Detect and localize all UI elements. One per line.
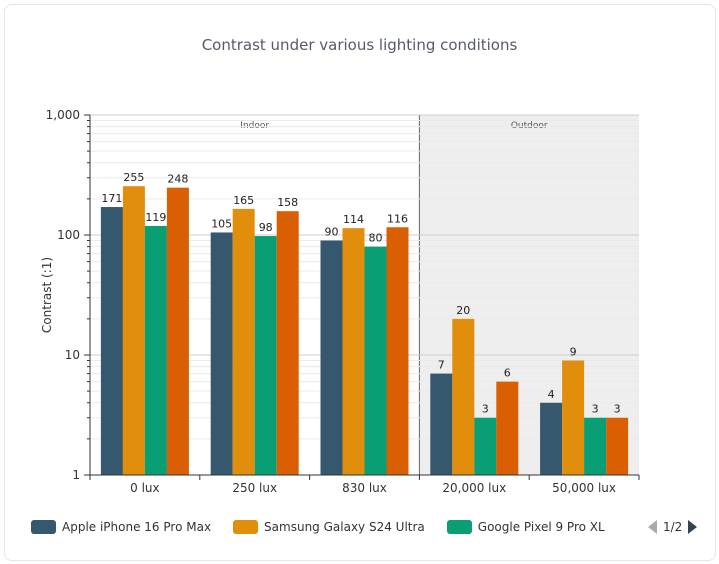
bar — [210, 232, 233, 475]
legend-item-apple[interactable]: Apple iPhone 16 Pro Max — [31, 520, 211, 534]
data-label: 255 — [123, 171, 144, 184]
bar — [474, 417, 497, 475]
data-label: 165 — [233, 194, 254, 207]
legend-label: Samsung Galaxy S24 Ultra — [264, 520, 425, 534]
bar — [386, 227, 409, 475]
x-tick-label: 250 lux — [232, 481, 277, 495]
bar — [584, 417, 607, 475]
y-tick-label: 10 — [65, 348, 80, 362]
data-label: 158 — [277, 196, 298, 209]
legend-item-google[interactable]: Google Pixel 9 Pro XL — [446, 520, 605, 534]
next-page-icon[interactable] — [688, 520, 698, 534]
x-tick-label: 50,000 lux — [552, 481, 616, 495]
data-label: 105 — [211, 217, 232, 230]
data-label: 171 — [101, 192, 122, 205]
bar — [144, 225, 167, 475]
bar — [276, 211, 299, 476]
bar — [540, 402, 563, 475]
bar — [562, 360, 585, 475]
bar — [232, 208, 255, 476]
data-label: 80 — [369, 232, 383, 245]
data-label: 90 — [325, 225, 339, 238]
bar — [166, 187, 189, 475]
bar — [496, 381, 519, 475]
legend: Apple iPhone 16 Pro Max Samsung Galaxy S… — [31, 517, 627, 537]
bar — [320, 240, 343, 475]
previous-page-icon[interactable] — [648, 520, 657, 534]
y-tick-label: 100 — [57, 228, 80, 242]
legend-page-indicator: 1/2 — [663, 520, 683, 534]
data-label: 116 — [387, 212, 408, 225]
y-tick-label: 1 — [72, 468, 80, 482]
bar — [254, 236, 277, 475]
data-label: 248 — [167, 173, 188, 186]
legend-pager: 1/2 — [648, 517, 698, 537]
bar — [122, 186, 145, 475]
data-label: 7 — [438, 359, 445, 372]
data-label: 9 — [570, 345, 577, 358]
bar — [452, 318, 475, 475]
legend-swatch — [233, 520, 259, 534]
y-axis-title: Contrast (:1) — [40, 257, 54, 333]
region-label: Indoor — [240, 121, 269, 131]
x-tick-label: 830 lux — [342, 481, 387, 495]
bar — [606, 417, 629, 475]
data-label: 119 — [145, 211, 166, 224]
chart-title: Contrast under various lighting conditio… — [201, 36, 518, 54]
x-tick-label: 20,000 lux — [442, 481, 506, 495]
bar — [364, 246, 387, 475]
data-label: 3 — [592, 403, 599, 416]
legend-label: Apple iPhone 16 Pro Max — [62, 520, 212, 534]
legend-item-samsung[interactable]: Samsung Galaxy S24 Ultra — [233, 520, 425, 534]
data-label: 4 — [548, 388, 555, 401]
region-label: Outdoor — [511, 121, 548, 131]
x-tick-label: 0 lux — [130, 481, 160, 495]
data-label: 114 — [343, 213, 364, 226]
bar — [342, 228, 365, 475]
data-label: 3 — [614, 403, 621, 416]
data-label: 6 — [504, 367, 511, 380]
legend-swatch — [31, 520, 56, 534]
data-label: 20 — [456, 304, 470, 317]
data-label: 98 — [259, 221, 273, 234]
legend-label: Google Pixel 9 Pro XL — [477, 520, 605, 534]
legend-swatch — [446, 520, 472, 534]
bar — [430, 373, 453, 475]
bar — [100, 207, 123, 475]
y-tick-label: 1,000 — [46, 108, 80, 122]
data-label: 3 — [482, 403, 489, 416]
